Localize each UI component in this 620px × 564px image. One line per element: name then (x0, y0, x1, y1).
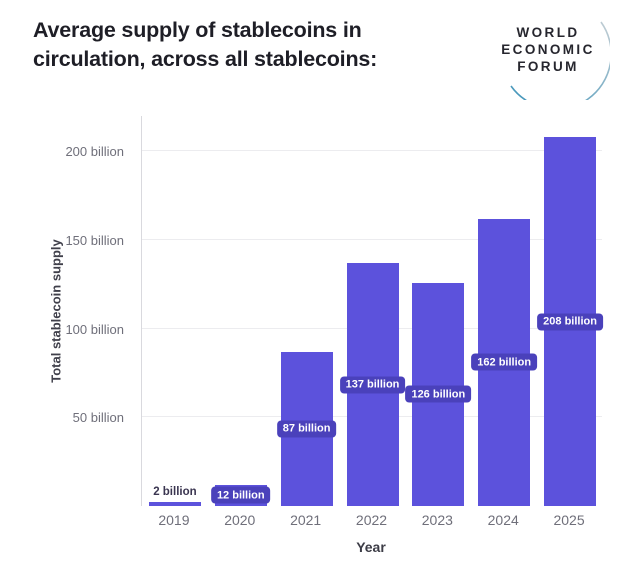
x-axis-title: Year (356, 539, 386, 555)
x-axis-ticks: 2019 2020 2021 2022 2023 2024 2025 (141, 512, 602, 532)
bar-value-badge: 208 billion (537, 313, 603, 331)
chart-title-line2: circulation, across all stablecoins: (33, 47, 378, 71)
x-tick-label: 2019 (158, 512, 190, 528)
x-tick-label: 2021 (290, 512, 322, 528)
bar-value-badge: 87 billion (276, 420, 337, 438)
x-tick-label: 2022 (355, 512, 388, 528)
chart-title: Average supply of stablecoins in circula… (33, 16, 377, 74)
gridline (142, 239, 602, 241)
wef-logo-line1: WORLD (516, 25, 580, 40)
bar-value-label: 2 billion (153, 486, 197, 499)
wef-logo: WORLD ECONOMIC FORUM (494, 24, 602, 75)
gridline (142, 150, 602, 152)
x-tick-label: 2023 (421, 512, 453, 528)
y-tick-label: 50 billion (72, 410, 124, 426)
wef-logo-line2: ECONOMIC (501, 42, 595, 57)
y-tick-label: 150 billion (65, 233, 124, 249)
bar-value-badge: 12 billion (210, 486, 271, 504)
x-tick-label: 2025 (553, 512, 585, 528)
y-tick-label: 200 billion (65, 144, 124, 160)
wef-logo-arc-icon (510, 21, 610, 100)
chart-title-line1: Average supply of stablecoins in (33, 18, 362, 42)
bar-value-badge: 162 billion (471, 353, 538, 371)
x-tick-label: 2020 (224, 512, 256, 528)
x-tick-label: 2024 (487, 512, 519, 528)
bar-value-badge: 126 billion (405, 385, 472, 403)
y-tick-label: 100 billion (65, 321, 124, 337)
bar-value-badge: 137 billion (339, 376, 406, 394)
plot-area: 2 billion 12 billion 87 billion 137 billion… (141, 116, 603, 506)
y-axis-ticks: 50 billion 100 billion 150 billion 200 bill… (0, 116, 133, 506)
bar-2019 (148, 502, 201, 506)
wef-logo-line3: FORUM (517, 59, 579, 74)
